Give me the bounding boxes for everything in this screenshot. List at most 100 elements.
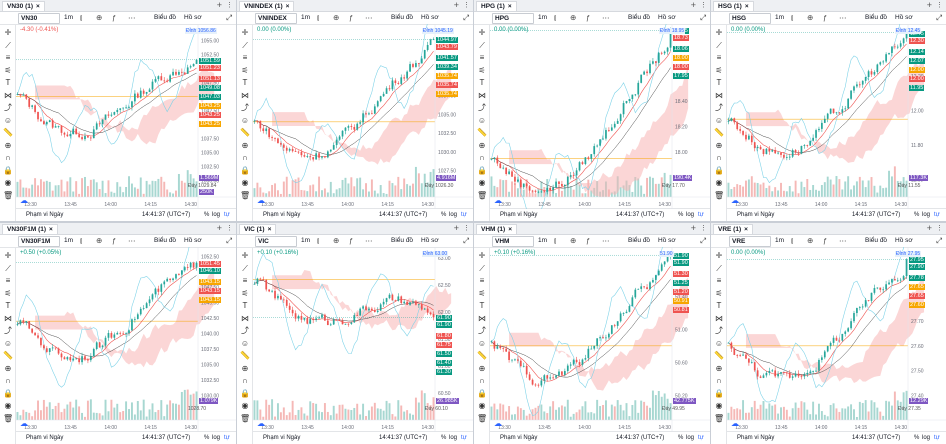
price-chart[interactable]: 51.90 51.40 51.00 50.60 50.20 13:30 13:45 14:00… — [490, 247, 710, 432]
trendline-icon[interactable]: ⟋ — [716, 263, 722, 273]
close-icon[interactable]: × — [49, 226, 53, 233]
trendline-icon[interactable]: ⟋ — [242, 263, 248, 273]
price-chart[interactable]: 1052.501050.001047.501045.001042.501040.… — [16, 247, 236, 432]
log-toggle[interactable]: log — [922, 212, 931, 218]
lock-icon[interactable]: 🔒 — [714, 388, 724, 398]
ruler-icon[interactable]: 📏 — [240, 351, 250, 360]
symbol-search-input[interactable]: VIC — [255, 236, 297, 247]
trendline-icon[interactable]: ⟋ — [5, 263, 11, 273]
close-icon[interactable]: × — [285, 3, 290, 10]
crosshair-icon[interactable]: ✛ — [241, 251, 249, 260]
interval-button[interactable]: 1m — [775, 14, 785, 21]
trash-icon[interactable]: 🗑 — [714, 190, 725, 200]
candle-type-icon[interactable]: ⫾ — [554, 236, 557, 245]
fib-icon[interactable]: ≡ — [5, 53, 11, 62]
chart-tab[interactable]: HPG (1) × — [476, 1, 517, 11]
zoom-icon[interactable]: ⊕ — [478, 363, 486, 373]
candle-type-icon[interactable]: ⫾ — [317, 236, 320, 245]
plus-icon[interactable]: + — [453, 0, 459, 10]
interval-button[interactable]: 1m — [301, 237, 311, 244]
chart-type-button[interactable]: Biểu đồ — [154, 237, 177, 244]
trendline-icon[interactable]: ⟋ — [479, 263, 485, 273]
candle-type-icon[interactable]: ⫾ — [317, 13, 320, 22]
symbol-search-input[interactable]: VNINDEX — [255, 13, 297, 24]
pattern-icon[interactable]: ⋈ — [478, 90, 486, 100]
symbol-search-input[interactable]: HSG — [729, 13, 771, 24]
settings-icon[interactable]: ⋯ — [365, 13, 373, 22]
date-range-button[interactable]: Phạm vi Ngày — [500, 435, 538, 441]
crosshair-icon[interactable]: ✛ — [715, 28, 723, 37]
indicator-icon[interactable]: ƒ — [349, 13, 354, 22]
chart-tab[interactable]: VHM (1) × — [476, 224, 517, 234]
profile-button[interactable]: Hồ sơ — [658, 14, 676, 21]
chart-type-button[interactable]: Biểu đồ — [391, 237, 414, 244]
ruler-icon[interactable]: 📏 — [3, 128, 13, 137]
chart-type-button[interactable]: Biểu đồ — [865, 237, 888, 244]
pattern-icon[interactable]: ⋈ — [478, 313, 486, 323]
close-icon[interactable]: × — [36, 3, 40, 10]
chart-tab[interactable]: VN30 (1) × — [2, 1, 45, 11]
fullscreen-icon[interactable]: ⤢ — [463, 13, 469, 22]
window-icon[interactable]: ⋮ — [700, 2, 707, 9]
compare-icon[interactable]: ⊕ — [333, 236, 340, 245]
pitchfork-icon[interactable]: ⚟ — [241, 288, 249, 298]
close-icon[interactable]: × — [508, 226, 512, 233]
chart-tab[interactable]: VIC (1) × — [239, 224, 277, 234]
log-toggle[interactable]: log — [686, 435, 695, 441]
compare-icon[interactable]: ⊕ — [96, 236, 103, 245]
magnet-icon[interactable]: ∩ — [479, 376, 485, 385]
pitchfork-icon[interactable]: ⚟ — [4, 65, 12, 75]
ruler-icon[interactable]: 📏 — [714, 351, 724, 360]
date-range-button[interactable]: Phạm vi Ngày — [500, 212, 538, 218]
emoji-icon[interactable]: ☺ — [477, 338, 487, 348]
candle-type-icon[interactable]: ⫾ — [554, 13, 557, 22]
zoom-icon[interactable]: ⊕ — [715, 363, 723, 373]
indicator-icon[interactable]: ƒ — [823, 13, 828, 22]
date-range-button[interactable]: Phạm vi Ngày — [737, 435, 775, 441]
interval-button[interactable]: 1m — [64, 237, 74, 244]
zoom-icon[interactable]: ⊕ — [715, 140, 723, 150]
eye-icon[interactable]: ◉ — [715, 178, 723, 187]
window-icon[interactable]: ⋮ — [700, 225, 707, 232]
crosshair-icon[interactable]: ✛ — [4, 251, 12, 260]
fullscreen-icon[interactable]: ⤢ — [226, 236, 232, 245]
percent-toggle[interactable]: % — [441, 212, 447, 218]
eye-icon[interactable]: ◉ — [4, 401, 12, 410]
text-icon[interactable]: T — [242, 78, 248, 87]
text-icon[interactable]: T — [479, 301, 485, 310]
auto-scale-toggle[interactable]: tự động — [934, 212, 940, 218]
text-icon[interactable]: T — [5, 301, 11, 310]
plus-icon[interactable]: + — [926, 223, 932, 233]
window-icon[interactable]: ⋮ — [226, 225, 233, 232]
trendline-icon[interactable]: ⟋ — [242, 40, 248, 50]
fib-icon[interactable]: ≡ — [5, 276, 11, 285]
lock-icon[interactable]: 🔒 — [3, 388, 13, 398]
fullscreen-icon[interactable]: ⤢ — [700, 236, 706, 245]
lock-icon[interactable]: 🔒 — [477, 165, 487, 175]
auto-scale-toggle[interactable]: tự động — [224, 435, 230, 441]
prediction-icon[interactable]: ⤴ — [715, 326, 723, 335]
percent-toggle[interactable]: % — [678, 435, 684, 441]
pitchfork-icon[interactable]: ⚟ — [715, 288, 723, 298]
indicator-icon[interactable]: ƒ — [112, 13, 117, 22]
profile-button[interactable]: Hồ sơ — [895, 14, 913, 21]
profile-button[interactable]: Hồ sơ — [421, 237, 439, 244]
date-range-button[interactable]: Phạm vi Ngày — [26, 435, 64, 441]
crosshair-icon[interactable]: ✛ — [478, 251, 486, 260]
settings-icon[interactable]: ⋯ — [128, 236, 136, 245]
interval-button[interactable]: 1m — [538, 237, 548, 244]
candle-type-icon[interactable]: ⫾ — [791, 13, 794, 22]
chart-type-button[interactable]: Biểu đồ — [628, 237, 651, 244]
settings-icon[interactable]: ⋯ — [602, 13, 610, 22]
symbol-search-input[interactable]: VHM — [492, 236, 534, 247]
trendline-icon[interactable]: ⟋ — [5, 40, 11, 50]
window-icon[interactable]: ⋮ — [463, 225, 470, 232]
emoji-icon[interactable]: ☺ — [3, 115, 13, 125]
emoji-icon[interactable]: ☺ — [3, 338, 13, 348]
compare-icon[interactable]: ⊕ — [96, 13, 103, 22]
plus-icon[interactable]: + — [216, 223, 222, 233]
ruler-icon[interactable]: 📏 — [240, 128, 250, 137]
trendline-icon[interactable]: ⟋ — [716, 40, 722, 50]
indicator-icon[interactable]: ƒ — [112, 236, 117, 245]
eye-icon[interactable]: ◉ — [715, 401, 723, 410]
